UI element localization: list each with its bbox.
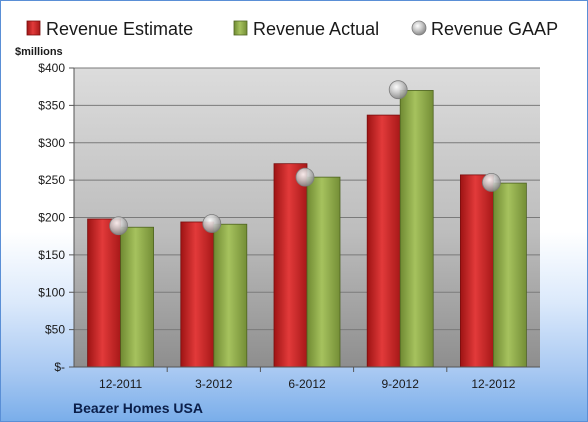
- bar-revenue-actual: [399, 90, 434, 368]
- y-tick-label: $350: [38, 98, 65, 112]
- chart-footer: Beazer Homes USA: [73, 400, 203, 416]
- y-tick-label: $-: [54, 360, 65, 374]
- y-axis: $- $50 $100 $150 $200 $250 $300 $350 $400: [38, 61, 75, 374]
- y-tick-label: $400: [38, 61, 65, 75]
- y-tick-label: $250: [38, 173, 65, 187]
- point-revenue-gaap: [481, 172, 501, 192]
- bar-revenue-estimate: [87, 218, 121, 368]
- point-revenue-gaap: [109, 216, 128, 236]
- x-tick-label: 3-2012: [195, 377, 233, 391]
- bar-revenue-estimate: [459, 174, 494, 368]
- bar-revenue-actual: [213, 223, 248, 368]
- legend-marker: [26, 20, 41, 36]
- y-tick-label: $150: [38, 248, 65, 262]
- y-tick-label: $50: [45, 323, 65, 337]
- bars: [87, 90, 527, 368]
- legend-marker-gaap: [411, 20, 427, 36]
- bar-revenue-estimate: [180, 221, 215, 368]
- x-tick-label: 12-2012: [471, 377, 515, 391]
- bar-revenue-estimate: [366, 114, 401, 368]
- bar-revenue-actual: [120, 226, 154, 368]
- unit-label: $millions: [15, 46, 63, 58]
- y-tick-label: $100: [38, 285, 65, 299]
- bar-revenue-actual: [492, 182, 527, 368]
- bar-revenue-actual: [306, 176, 341, 368]
- legend: Revenue Estimate Revenue Actual Revenue GA…: [26, 19, 558, 39]
- gaap-points: [109, 80, 501, 236]
- x-tick-label: 9-2012: [382, 377, 420, 391]
- legend-label: Revenue Actual: [253, 19, 379, 39]
- bar-revenue-estimate: [273, 163, 308, 368]
- point-revenue-gaap: [388, 80, 408, 100]
- y-tick-label: $200: [38, 211, 65, 225]
- legend-label: Revenue GAAP: [431, 19, 558, 39]
- x-tick-label: 6-2012: [288, 377, 326, 391]
- legend-marker: [233, 20, 248, 36]
- point-revenue-gaap: [202, 214, 222, 233]
- x-tick-label: 12-2011: [99, 377, 142, 391]
- legend-label: Revenue Estimate: [46, 19, 193, 39]
- y-tick-label: $300: [38, 136, 65, 150]
- x-axis: 12-2011 3-2012 6-2012 9-2012 12-2012: [74, 366, 540, 391]
- point-revenue-gaap: [295, 167, 315, 187]
